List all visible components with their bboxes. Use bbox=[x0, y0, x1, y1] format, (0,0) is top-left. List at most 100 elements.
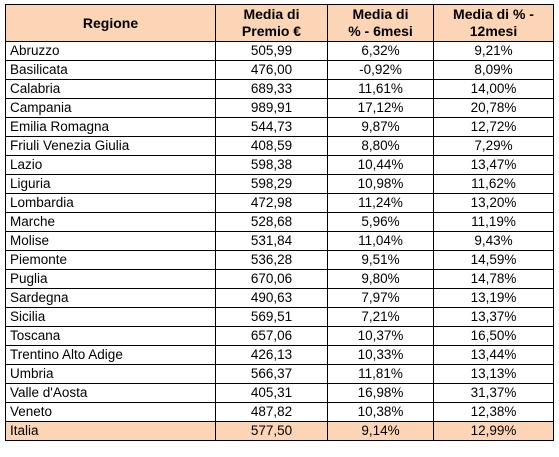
header-media-6mesi-line1: Media di bbox=[352, 6, 409, 22]
cell-media-premio: 408,59 bbox=[215, 136, 328, 156]
cell-regione: Lombardia bbox=[5, 193, 216, 213]
cell-media-6mesi: 10,98% bbox=[327, 174, 434, 194]
cell-media-12mesi: 14,59% bbox=[433, 250, 554, 270]
cell-media-6mesi: 11,81% bbox=[327, 364, 434, 384]
header-media-6mesi: Media di % - 6mesi bbox=[327, 4, 434, 42]
cell-media-12mesi: 13,19% bbox=[433, 288, 554, 308]
cell-media-6mesi: 10,38% bbox=[327, 402, 434, 422]
header-regione: Regione bbox=[5, 4, 216, 42]
cell-media-12mesi: 13,20% bbox=[433, 193, 554, 213]
header-media-premio: Media di Premio € bbox=[215, 4, 328, 42]
cell-media-12mesi: 12,99% bbox=[433, 421, 554, 441]
cell-media-12mesi: 13,13% bbox=[433, 364, 554, 384]
cell-media-premio: 670,06 bbox=[215, 269, 328, 289]
table-header-row: Regione Media di Premio € Media di % - 6… bbox=[5, 4, 554, 42]
cell-media-premio: 472,98 bbox=[215, 193, 328, 213]
cell-media-12mesi: 7,29% bbox=[433, 136, 554, 156]
cell-media-6mesi: 6,32% bbox=[327, 41, 434, 61]
cell-regione: Emilia Romagna bbox=[5, 117, 216, 137]
cell-media-12mesi: 12,38% bbox=[433, 402, 554, 422]
cell-media-6mesi: 17,12% bbox=[327, 98, 434, 118]
table-row: Lazio 598,38 10,44% 13,47% bbox=[5, 155, 554, 175]
cell-regione: Lazio bbox=[5, 155, 216, 175]
header-media-12mesi-line2: 12mesi bbox=[469, 23, 518, 39]
cell-media-6mesi: 8,80% bbox=[327, 136, 434, 156]
cell-regione: Italia bbox=[5, 421, 216, 441]
cell-regione: Marche bbox=[5, 212, 216, 232]
cell-media-premio: 536,28 bbox=[215, 250, 328, 270]
cell-media-premio: 689,33 bbox=[215, 79, 328, 99]
cell-media-premio: 426,13 bbox=[215, 345, 328, 365]
header-regione-label: Regione bbox=[82, 14, 139, 31]
cell-media-12mesi: 20,78% bbox=[433, 98, 554, 118]
cell-regione: Liguria bbox=[5, 174, 216, 194]
table-body: Abruzzo 505,99 6,32% 9,21% Basilicata 476,00-… bbox=[5, 41, 554, 441]
cell-media-premio: 487,82 bbox=[215, 402, 328, 422]
header-media-6mesi-line2: % - 6mesi bbox=[348, 23, 413, 39]
cell-media-12mesi: 12,72% bbox=[433, 117, 554, 137]
cell-regione: Veneto bbox=[5, 402, 216, 422]
header-media-12mesi: Media di % - 12mesi bbox=[433, 4, 554, 42]
cell-media-6mesi: 5,96% bbox=[327, 212, 434, 232]
table-row: Sardegna 490,63 7,97% 13,19% bbox=[5, 288, 554, 308]
cell-media-12mesi: 14,00% bbox=[433, 79, 554, 99]
cell-media-12mesi: 13,44% bbox=[433, 345, 554, 365]
cell-media-6mesi: 10,33% bbox=[327, 345, 434, 365]
table-row: Lombardia 472,98 11,24% 13,20% bbox=[5, 193, 554, 213]
cell-regione: Campania bbox=[5, 98, 216, 118]
cell-media-6mesi: -0,92% bbox=[327, 60, 434, 80]
cell-media-6mesi: 9,80% bbox=[327, 269, 434, 289]
cell-regione: Molise bbox=[5, 231, 216, 251]
cell-media-premio: 490,63 bbox=[215, 288, 328, 308]
table-row: Emilia Romagna 544,73 9,87% 12,72% bbox=[5, 117, 554, 137]
cell-media-6mesi: 7,97% bbox=[327, 288, 434, 308]
cell-media-premio: 598,38 bbox=[215, 155, 328, 175]
cell-media-6mesi: 10,37% bbox=[327, 326, 434, 346]
cell-media-premio: 566,37 bbox=[215, 364, 328, 384]
cell-regione: Friuli Venezia Giulia bbox=[5, 136, 216, 156]
cell-media-premio: 505,99 bbox=[215, 41, 328, 61]
cell-media-6mesi: 9,51% bbox=[327, 250, 434, 270]
cell-media-12mesi: 31,37% bbox=[433, 383, 554, 403]
cell-media-6mesi: 16,98% bbox=[327, 383, 434, 403]
cell-media-premio: 544,73 bbox=[215, 117, 328, 137]
table-row: Sicilia 569,51 7,21% 13,37% bbox=[5, 307, 554, 327]
cell-media-6mesi: 9,87% bbox=[327, 117, 434, 137]
cell-media-12mesi: 13,37% bbox=[433, 307, 554, 327]
table-row: Toscana 657,06 10,37% 16,50% bbox=[5, 326, 554, 346]
header-media-premio-line2: Premio € bbox=[241, 23, 302, 39]
table-row: Marche 528,68 5,96% 11,19% bbox=[5, 212, 554, 232]
cell-media-12mesi: 11,19% bbox=[433, 212, 554, 232]
cell-media-6mesi: 10,44% bbox=[327, 155, 434, 175]
cell-media-6mesi: 11,04% bbox=[327, 231, 434, 251]
cell-media-12mesi: 9,21% bbox=[433, 41, 554, 61]
cell-media-premio: 405,31 bbox=[215, 383, 328, 403]
table-row: Trentino Alto Adige 426,13 10,33% 13,44% bbox=[5, 345, 554, 365]
cell-media-6mesi: 7,21% bbox=[327, 307, 434, 327]
cell-regione: Valle d'Aosta bbox=[5, 383, 216, 403]
table-total-row: Italia 577,50 9,14% 12,99% bbox=[5, 421, 554, 441]
cell-regione: Basilicata bbox=[5, 60, 216, 80]
table-row: Valle d'Aosta 405,31 16,98% 31,37% bbox=[5, 383, 554, 403]
table-row: Friuli Venezia Giulia 408,59 8,80% 7,29% bbox=[5, 136, 554, 156]
cell-regione: Umbria bbox=[5, 364, 216, 384]
cell-regione: Calabria bbox=[5, 79, 216, 99]
table-row: Campania 989,91 17,12% 20,78% bbox=[5, 98, 554, 118]
cell-media-12mesi: 8,09% bbox=[433, 60, 554, 80]
cell-regione: Piemonte bbox=[5, 250, 216, 270]
cell-media-6mesi: 9,14% bbox=[327, 421, 434, 441]
cell-media-premio: 657,06 bbox=[215, 326, 328, 346]
table-row: Calabria 689,33 11,61% 14,00% bbox=[5, 79, 554, 99]
header-media-premio-line1: Media di bbox=[243, 6, 300, 22]
table-row: Umbria 566,37 11,81% 13,13% bbox=[5, 364, 554, 384]
cell-media-premio: 577,50 bbox=[215, 421, 328, 441]
cell-media-12mesi: 9,43% bbox=[433, 231, 554, 251]
cell-media-12mesi: 14,78% bbox=[433, 269, 554, 289]
table-row: Veneto 487,82 10,38% 12,38% bbox=[5, 402, 554, 422]
region-stats-table-container: Regione Media di Premio € Media di % - 6… bbox=[5, 4, 554, 441]
cell-media-12mesi: 16,50% bbox=[433, 326, 554, 346]
cell-regione: Toscana bbox=[5, 326, 216, 346]
cell-regione: Puglia bbox=[5, 269, 216, 289]
cell-media-12mesi: 13,47% bbox=[433, 155, 554, 175]
table-row: Basilicata 476,00 -0,92% 8,09% bbox=[5, 60, 554, 80]
